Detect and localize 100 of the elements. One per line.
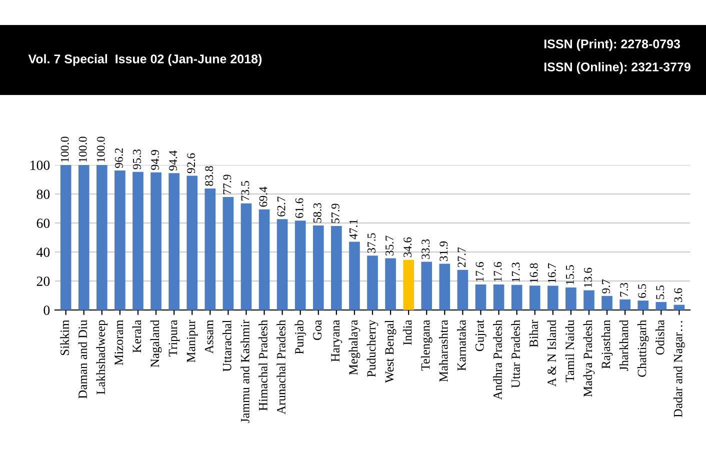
text: Vol. 7 Special Issue 02 (Jan-June 2018) [28, 54, 262, 66]
bar [331, 226, 342, 310]
data-label: 15.5 [566, 265, 574, 284]
bar [475, 284, 486, 310]
x-tick-label: A & N Island [547, 320, 556, 387]
data-label: 17.6 [494, 262, 502, 282]
bar [294, 220, 306, 310]
bar [566, 288, 576, 310]
x-tick-label: Gujrat [475, 320, 486, 352]
data-label: 94.4 [169, 150, 178, 171]
data-label: 3.6 [674, 288, 682, 302]
bar [638, 300, 649, 310]
bar [421, 262, 432, 310]
data-label: 100.0 [78, 136, 87, 162]
data-label: 47.1 [350, 220, 358, 240]
x-tick-label: Kerala [132, 320, 142, 353]
y-tick-label: 100 [30, 160, 50, 170]
x-tick-label: Arunachal Pradesh [276, 320, 286, 414]
bar [656, 302, 667, 310]
x-tick-label: Tamil Naidu [565, 320, 574, 382]
x-tick-label: Uttarachal [222, 320, 232, 372]
x-tick-label: Maharashtra [438, 320, 448, 382]
data-label: 17.3 [512, 262, 520, 282]
bar [493, 284, 504, 310]
text: ISSN (Print): 2278-0793 [544, 39, 680, 51]
data-label: 73.5 [241, 181, 250, 200]
bar [150, 172, 162, 310]
bar [204, 188, 216, 310]
bar [96, 165, 108, 310]
data-label: 34.6 [404, 237, 412, 258]
x-tick-label: Dadar and Nagar… [673, 321, 685, 418]
bar [403, 260, 414, 310]
data-label: 100.0 [60, 136, 69, 162]
data-label: 16.7 [548, 263, 556, 283]
x-tick-label: Tripura [168, 320, 180, 357]
x-tick-label: Daman and Diu [78, 320, 87, 399]
x-tick-label: Odisha [655, 320, 664, 355]
data-label: 96.2 [114, 148, 123, 168]
data-label: 5.5 [656, 286, 664, 300]
data-label: 69.4 [259, 186, 268, 207]
bar [168, 173, 180, 310]
x-tick-label: Himachal Pradesh [258, 320, 268, 411]
data-label: 31.9 [440, 241, 448, 262]
y-tick-label: 80 [36, 190, 50, 199]
data-label: 92.6 [187, 153, 196, 174]
bar [312, 225, 324, 310]
x-tick-label: Madya Pradesh [583, 320, 595, 397]
data-label: 35.7 [386, 236, 394, 256]
x-tick-label: Jammu and Kashmir [240, 320, 250, 423]
data-label: 9.7 [602, 279, 610, 294]
data-label: 100.0 [96, 136, 105, 162]
x-tick-label: Mizoram [114, 320, 124, 366]
data-label: 77.9 [223, 174, 232, 194]
bar [349, 242, 360, 310]
bar [674, 304, 685, 310]
y-tick-label: 0 [44, 306, 50, 315]
x-tick-label: Nagaland [150, 320, 162, 368]
data-label: 6.5 [638, 284, 646, 298]
data-label: 95.3 [133, 149, 141, 170]
x-tick-label: Telengana [420, 320, 432, 371]
x-tick-label: Punjab [294, 320, 306, 354]
x-tick-label: Uttar Pradesh [511, 320, 520, 388]
bar [584, 290, 594, 310]
x-tick-label: India [402, 320, 412, 345]
x-tick-label: Andhra Pradesh [493, 320, 502, 400]
bar [457, 270, 468, 310]
data-label: 94.9 [151, 150, 160, 170]
data-label: 61.6 [295, 198, 304, 218]
bar [276, 219, 288, 310]
text: ISSN (Online): 2321-3779 [544, 62, 690, 74]
data-label: 57.9 [331, 204, 340, 224]
x-tick-label: Rajasthan [601, 320, 613, 369]
bar [620, 299, 630, 310]
data-label: 33.3 [422, 239, 430, 259]
x-tick-label: Puducherry [366, 320, 378, 377]
bar [186, 176, 198, 310]
bar [511, 284, 522, 310]
bar [529, 286, 540, 310]
bar [367, 256, 378, 310]
bar [222, 197, 234, 310]
bar [439, 264, 450, 310]
data-label: 58.3 [313, 203, 322, 223]
bar [385, 258, 396, 310]
data-label: 37.5 [368, 233, 376, 253]
y-tick-label: 60 [36, 218, 50, 228]
y-tick-label: 20 [36, 276, 50, 286]
x-tick-label: Assam [204, 320, 214, 354]
bar [547, 286, 558, 310]
bar [114, 170, 126, 310]
data-label: 7.3 [620, 282, 628, 296]
y-tick-label: 40 [36, 248, 50, 257]
x-tick-label: Meghalaya [348, 320, 360, 375]
x-tick-label: Manipur [186, 320, 198, 362]
x-tick-label: Jharkhand [619, 320, 628, 371]
bar [602, 296, 612, 310]
data-label: 62.7 [277, 196, 286, 216]
data-label: 83.8 [205, 166, 214, 186]
x-tick-label: Haryana [331, 320, 342, 362]
data-label: 16.8 [530, 263, 538, 282]
x-tick-label: Chattisgarh [637, 320, 649, 377]
